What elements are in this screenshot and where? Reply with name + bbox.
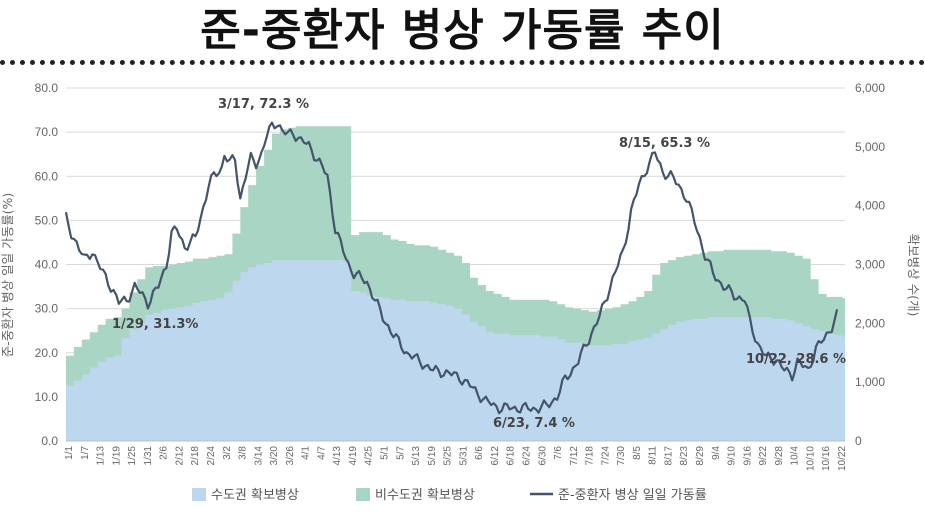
x-tick-label: 8/23 [679,446,690,466]
left-tick-label: 30.0 [35,302,59,316]
x-tick-label: 10/22 [837,446,848,471]
x-tick-label: 4/7 [316,446,327,460]
left-tick-label: 40.0 [35,258,59,272]
x-tick-label: 4/1 [301,446,312,460]
x-tick-label: 5/13 [411,446,422,466]
left-tick-label: 70.0 [35,125,59,139]
legend-label-noncapital: 비수도권 확보병상 [375,488,475,503]
x-tick-label: 1/31 [143,446,154,466]
left-tick-label: 60.0 [35,169,59,183]
x-tick-label: 4/25 [364,446,375,466]
annotation-last-oct: 10/22, 28.6 % [746,352,846,367]
x-tick-label: 2/24 [206,446,217,466]
x-tick-label: 1/25 [127,446,138,466]
x-tick-label: 3/26 [285,446,296,466]
left-tick-label: 80.0 [35,81,59,95]
left-tick-label: 20.0 [35,346,59,360]
left-axis-label: 준-중환자 병상 일일 가동률(%) [0,193,15,358]
x-tick-label: 7/6 [553,446,564,460]
x-tick-label: 8/11 [648,446,659,465]
title-divider [0,60,925,65]
x-tick-label: 1/13 [96,446,107,466]
right-axis-label: 확보병상 수(개) [906,234,921,317]
x-tick-label: 7/30 [616,446,627,466]
legend-label-capital: 수도권 확보병상 [211,488,299,503]
page-title: 준-중환자 병상 가동률 추이 [200,5,725,56]
left-tick-label: 50.0 [35,213,59,227]
x-tick-label: 1/1 [64,446,75,460]
x-tick-label: 6/6 [474,446,485,460]
x-tick-label: 2/6 [159,446,170,460]
annotation-low-jan: 1/29, 31.3% [112,317,198,332]
left-tick-label: 10.0 [35,390,59,404]
x-tick-label: 7/18 [585,446,596,466]
left-axis-ticks: 0.0 10.0 20.0 30.0 40.0 50.0 60.0 70.0 80.0 [35,81,59,448]
right-tick-label: 4,000 [855,199,885,213]
x-tick-label: 8/17 [663,446,674,466]
x-tick-label: 9/22 [758,446,769,466]
x-tick-label: 10/10 [805,446,816,471]
x-tick-label: 2/12 [174,446,185,466]
x-tick-label: 1/7 [80,446,91,460]
legend-swatch-capital [192,488,206,501]
x-tick-label: 10/4 [790,446,801,466]
x-tick-label: 3/2 [222,446,233,460]
x-tick-label: 9/4 [711,446,722,460]
x-tick-label: 9/10 [727,446,738,466]
legend: 수도권 확보병상 비수도권 확보병상 준-중환자 병상 일일 가동률 [192,488,707,503]
x-tick-label: 6/12 [490,446,501,466]
right-tick-label: 2,000 [855,316,885,330]
right-tick-label: 5,000 [855,140,885,154]
x-tick-label: 7/12 [569,446,580,466]
x-tick-label: 7/24 [600,446,611,466]
bed-areas [66,126,845,441]
x-tick-label: 3/20 [269,446,280,466]
x-tick-label: 6/18 [506,446,517,466]
annotation-low-jun: 6/23, 7.4 % [493,416,575,431]
right-axis-ticks: 0 1,000 2,000 3,000 4,000 5,000 6,000 [855,81,885,448]
legend-swatch-noncapital [356,488,370,501]
area-capital [66,260,845,441]
x-tick-label: 5/19 [427,446,438,466]
x-tick-label: 8/5 [632,446,643,460]
x-tick-label: 5/1 [380,446,391,460]
x-tick-label: 6/24 [521,446,532,466]
x-axis-ticks: 1/1 1/7 1/13 1/19 1/25 1/31 2/6 2/12 2/18 2/24 3/2… [64,440,848,471]
annotation-peak-mar: 3/17, 72.3 % [218,97,309,112]
right-tick-label: 6,000 [855,81,885,95]
x-tick-label: 8/29 [695,446,706,466]
x-tick-label: 4/13 [332,446,343,466]
right-tick-label: 0 [855,434,862,448]
right-tick-label: 3,000 [855,258,885,272]
x-tick-label: 9/16 [742,446,753,466]
left-tick-label: 0.0 [41,434,58,448]
annotation-peak-aug: 8/15, 65.3 % [619,136,710,151]
rate-line-group [64,121,839,415]
x-tick-label: 9/28 [774,446,785,466]
x-tick-label: 5/31 [458,446,469,466]
x-tick-label: 2/18 [190,446,201,466]
x-tick-label: 3/14 [253,446,264,466]
rate-line [64,121,839,415]
x-tick-label: 10/16 [821,446,832,471]
x-tick-label: 4/19 [348,446,359,466]
x-tick-label: 3/8 [238,446,249,460]
x-tick-label: 5/7 [395,446,406,460]
legend-label-rate: 준-중환자 병상 일일 가동률 [558,488,707,503]
right-tick-label: 1,000 [855,375,885,389]
x-tick-label: 5/25 [443,446,454,466]
x-tick-label: 6/30 [537,446,548,466]
x-tick-label: 1/19 [111,446,122,466]
